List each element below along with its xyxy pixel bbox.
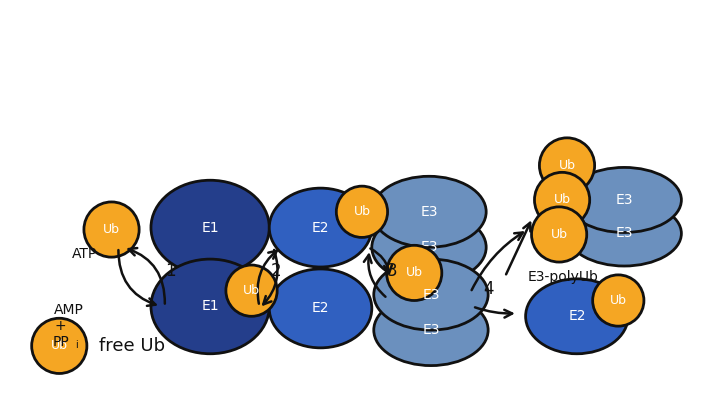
Text: E3: E3 [420, 240, 438, 254]
Text: E3-polyUb: E3-polyUb [528, 270, 599, 284]
Ellipse shape [567, 201, 681, 266]
Text: Ub: Ub [243, 284, 260, 297]
Text: E3: E3 [422, 323, 440, 337]
Ellipse shape [151, 180, 270, 275]
Text: 2: 2 [271, 262, 282, 280]
Ellipse shape [270, 269, 372, 348]
Text: 3: 3 [386, 262, 397, 280]
FancyArrowPatch shape [506, 223, 531, 274]
Text: E1: E1 [201, 221, 219, 234]
Text: Ub: Ub [406, 266, 423, 279]
Ellipse shape [374, 259, 488, 330]
Text: Ub: Ub [609, 294, 627, 307]
Circle shape [534, 172, 589, 228]
FancyArrowPatch shape [371, 249, 392, 273]
Text: Ub: Ub [353, 205, 371, 218]
FancyArrowPatch shape [118, 250, 156, 306]
Text: free Ub: free Ub [99, 337, 165, 355]
Circle shape [593, 275, 644, 326]
Text: 1: 1 [166, 262, 176, 280]
Text: E1: E1 [201, 299, 219, 314]
Text: E2: E2 [312, 221, 329, 234]
Circle shape [539, 138, 594, 193]
Ellipse shape [151, 259, 270, 354]
Ellipse shape [270, 188, 372, 267]
Text: 4: 4 [483, 280, 493, 298]
Text: E3: E3 [420, 205, 438, 219]
Text: i: i [75, 340, 78, 350]
Circle shape [84, 202, 139, 257]
Ellipse shape [372, 212, 486, 283]
Text: E3: E3 [615, 193, 633, 207]
Ellipse shape [567, 167, 681, 232]
Circle shape [336, 186, 388, 238]
Ellipse shape [374, 295, 488, 366]
Text: ATP: ATP [72, 247, 98, 261]
Text: E2: E2 [568, 309, 586, 323]
FancyArrowPatch shape [364, 255, 386, 297]
Text: Ub: Ub [554, 193, 571, 206]
Circle shape [226, 265, 277, 316]
Text: Ub: Ub [559, 159, 576, 172]
Text: E3: E3 [422, 288, 440, 301]
Text: E2: E2 [312, 301, 329, 316]
Text: E3: E3 [615, 227, 633, 240]
Circle shape [386, 245, 442, 301]
Text: Ub: Ub [51, 339, 68, 352]
FancyArrowPatch shape [263, 250, 277, 305]
FancyArrowPatch shape [128, 248, 165, 304]
FancyArrowPatch shape [257, 251, 277, 304]
FancyArrowPatch shape [472, 232, 523, 290]
Text: PP: PP [52, 335, 69, 349]
Text: Ub: Ub [103, 223, 120, 236]
Circle shape [32, 318, 87, 374]
Ellipse shape [526, 279, 628, 354]
Circle shape [531, 207, 587, 262]
Text: AMP: AMP [54, 303, 84, 318]
Text: Ub: Ub [551, 228, 568, 241]
FancyArrowPatch shape [475, 307, 512, 318]
Text: +: + [54, 319, 66, 333]
Ellipse shape [372, 176, 486, 247]
